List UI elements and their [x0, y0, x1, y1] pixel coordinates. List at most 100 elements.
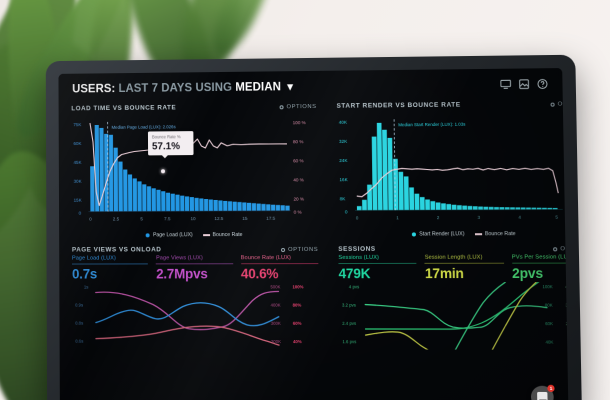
svg-text:24K: 24K — [339, 158, 347, 163]
header-icon-group — [500, 78, 548, 90]
title-metric: MEDIAN — [235, 81, 282, 94]
legend-item[interactable]: Page Load (LUX) — [146, 232, 193, 238]
panel-header: SESSIONS OPTIONS — [338, 245, 568, 253]
svg-text:1.6 pvs: 1.6 pvs — [342, 339, 356, 344]
chart-page-views-sparklines[interactable]: 1s 0.9s 0.8s 0.6s 500K 400K 300K 200K 100% 80… — [72, 282, 319, 349]
svg-text:2.4 pvs: 2.4 pvs — [342, 320, 356, 325]
tooltip-value: 57.1% — [151, 140, 181, 153]
options-button[interactable]: OPTIONS — [281, 246, 319, 253]
legend-item[interactable]: Bounce Rate — [202, 232, 243, 239]
kpi-value: 40.6% — [240, 265, 279, 282]
svg-text:400K: 400K — [271, 302, 281, 307]
kpi-label: Session Length (LUX) — [424, 254, 483, 261]
title-using: USING — [195, 81, 233, 95]
chart-legend: Start Render (LUX) Bounce Rate — [338, 231, 568, 238]
legend-label: Bounce Rate — [484, 231, 516, 238]
svg-text:500K: 500K — [270, 284, 280, 289]
legend-item[interactable]: Bounce Rate — [474, 231, 516, 238]
chart-sessions-sparklines[interactable]: 4 pvs 3.2 pvs 2.4 pvs 1.6 pvs 100K 80K 60K 4… — [339, 282, 568, 350]
svg-text:32K: 32K — [339, 139, 347, 144]
svg-text:10: 10 — [191, 216, 197, 221]
panel-header: LOAD TIME VS BOUNCE RATE OPTIONS — [71, 103, 316, 112]
svg-text:100 %: 100 % — [293, 120, 306, 125]
svg-text:100%: 100% — [292, 284, 303, 289]
legend-swatch-line — [202, 234, 210, 236]
screen-bezel: USERS: LAST 7 DAYS USING MEDIAN ▾ — [58, 68, 569, 400]
svg-text:2: 2 — [437, 215, 440, 220]
panel-header: START RENDER VS BOUNCE RATE OPTIONS — [337, 100, 569, 110]
svg-text:40%: 40% — [293, 339, 302, 344]
laptop-device: USERS: LAST 7 DAYS USING MEDIAN ▾ — [45, 54, 582, 400]
options-dot-icon — [553, 246, 558, 251]
kpi-rule — [240, 263, 319, 264]
svg-text:0.6s: 0.6s — [75, 338, 83, 343]
image-icon[interactable] — [518, 79, 529, 90]
kpi-page-load[interactable]: Page Load (LUX) 0.7s — [71, 255, 149, 281]
tooltip-anchor-point — [161, 169, 165, 174]
svg-text:3.2 pvs: 3.2 pvs — [342, 302, 356, 307]
options-label: OPTIONS — [288, 246, 319, 253]
legend-label: Start Render (LUX) — [419, 231, 465, 238]
panel-title: SESSIONS — [338, 245, 376, 253]
kpi-session-length[interactable]: Session Length (LUX) 17min — [425, 255, 504, 281]
svg-text:15: 15 — [242, 216, 248, 221]
panel-title: PAGE VIEWS VS ONLOAD — [71, 246, 162, 254]
kpi-sessions[interactable]: Sessions (LUX) 479K — [338, 255, 417, 281]
chevron-down-icon[interactable]: ▾ — [287, 81, 293, 94]
options-dot-icon — [279, 104, 284, 109]
svg-text:0: 0 — [356, 215, 359, 220]
svg-text:60%: 60% — [293, 320, 302, 325]
panel-sessions: SESSIONS OPTIONS Sessions (LUX) 479K — [333, 241, 569, 352]
svg-text:12.5: 12.5 — [214, 216, 223, 221]
monitor-icon[interactable] — [500, 79, 511, 90]
svg-text:4 pvs: 4 pvs — [349, 284, 359, 289]
legend-label: Page Load (LUX) — [153, 232, 193, 239]
options-button[interactable]: OPTIONS — [279, 103, 317, 110]
kpi-label: Page Load (LUX) — [71, 255, 116, 262]
svg-text:60K: 60K — [545, 321, 553, 326]
median-annotation: Median Start Render (LUX): 1.03s — [398, 122, 466, 128]
kpi-bounce-rate[interactable]: Bounce Rate (LUX) 40.6% — [241, 255, 319, 281]
tooltip-label: Bounce Rate % — [151, 134, 181, 140]
svg-text:0.8s: 0.8s — [75, 320, 83, 325]
legend-swatch-line — [474, 233, 482, 235]
title-prefix: USERS: — [72, 83, 116, 96]
dashboard-screen: USERS: LAST 7 DAYS USING MEDIAN ▾ — [58, 68, 569, 400]
kpi-rule — [424, 262, 504, 264]
kpi-label: PVs Per Session (LUX) — [511, 254, 569, 261]
help-icon[interactable] — [537, 78, 548, 89]
page-title[interactable]: USERS: LAST 7 DAYS USING MEDIAN ▾ — [72, 80, 293, 95]
kpi-row: Page Load (LUX) 0.7s Page Views (LUX) 2.… — [72, 255, 319, 281]
svg-text:2.5: 2.5 — [113, 216, 120, 221]
legend-item[interactable]: Start Render (LUX) — [412, 231, 465, 238]
svg-text:17.5: 17.5 — [266, 216, 275, 221]
kpi-value: 479K — [338, 265, 371, 281]
svg-text:80K: 80K — [545, 302, 553, 307]
svg-text:0 %: 0 % — [294, 210, 302, 215]
legend-swatch-dot — [146, 233, 151, 238]
svg-text:15K: 15K — [74, 198, 82, 203]
kpi-page-views[interactable]: Page Views (LUX) 2.7Mpvs — [156, 255, 233, 281]
svg-text:7.5: 7.5 — [164, 216, 171, 221]
chat-bubble-icon[interactable]: 1 — [530, 384, 555, 400]
svg-text:60 %: 60 % — [293, 158, 304, 163]
svg-text:0: 0 — [89, 217, 92, 222]
svg-text:200K: 200K — [271, 339, 281, 344]
kpi-pvs-per-session[interactable]: PVs Per Session (LUX) 2pvs — [511, 254, 569, 281]
chat-notification-badge: 1 — [547, 384, 555, 393]
chart-legend: Page Load (LUX) Bounce Rate — [72, 232, 318, 239]
median-annotation: Median Page Load (LUX): 2.026s — [112, 124, 177, 130]
legend-label: Bounce Rate — [212, 232, 243, 239]
panel-start-render: START RENDER VS BOUNCE RATE OPTIONS 40K 3… — [331, 96, 569, 240]
panel-header: PAGE VIEWS VS ONLOAD OPTIONS — [71, 246, 319, 254]
kpi-label: Bounce Rate (LUX) — [240, 255, 292, 262]
kpi-value: 2pvs — [511, 265, 544, 281]
panel-page-views: PAGE VIEWS VS ONLOAD OPTIONS Page Load (… — [67, 242, 324, 351]
svg-text:0: 0 — [345, 209, 348, 214]
chart-load-time[interactable]: 75K 60K 45K 30K 15K 0 100 % 80 % 60 % 40 % 20 %… — [71, 112, 318, 232]
svg-text:80 %: 80 % — [293, 139, 304, 144]
svg-text:1s: 1s — [84, 284, 88, 289]
kpi-row: Sessions (LUX) 479K Session Length (LUX)… — [338, 254, 569, 281]
dashboard-grid-top: LOAD TIME VS BOUNCE RATE OPTIONS 75K 60K 4… — [66, 97, 568, 241]
